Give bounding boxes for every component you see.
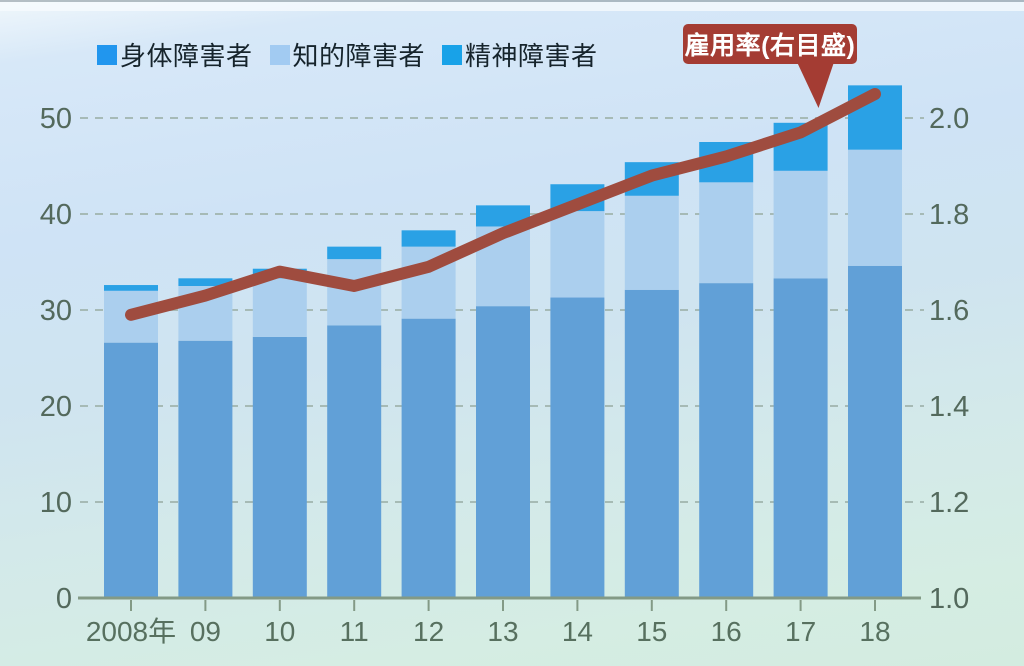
bar-segment: [178, 340, 233, 598]
x-axis-category-label: 15: [636, 616, 667, 647]
bar-segment: [178, 278, 233, 286]
bar-segment: [848, 149, 902, 266]
bar-segment: [476, 205, 530, 227]
bar-segment: [327, 259, 382, 326]
bar-segment: [327, 325, 382, 598]
bar-segment: [252, 336, 307, 598]
legend-swatch-physical-icon: [97, 44, 117, 65]
bar-segment: [624, 195, 679, 290]
bar-segment: [327, 246, 382, 260]
legend-label-physical: 身体障害者: [120, 41, 253, 71]
x-axis-category-label: 12: [413, 616, 444, 647]
bar-segment: [476, 306, 530, 598]
photo-edge-light: [0, 2, 1024, 11]
photo-edge-dark: [0, 0, 1024, 2]
x-axis-category-label: 18: [859, 616, 890, 647]
bar-segment: [104, 285, 158, 291]
bar-segment: [773, 170, 828, 279]
rate-callout: 雇用率(右目盛): [683, 24, 857, 64]
x-axis-category-label: 09: [190, 616, 221, 647]
legend-item-physical: 身体障害者: [97, 36, 253, 73]
left-axis-tick-label: 10: [40, 487, 72, 519]
right-axis-tick-label: 1.2: [929, 487, 969, 519]
left-axis-tick-label: 40: [40, 199, 72, 231]
legend-item-mental: 精神障害者: [442, 36, 598, 73]
bar-segment: [401, 318, 456, 598]
x-axis-category-label: 17: [785, 616, 816, 647]
x-axis-category-label: 2008年: [86, 616, 176, 647]
right-axis-tick-label: 1.4: [929, 391, 969, 423]
bar-segment: [848, 265, 902, 598]
x-axis-category-label: 11: [340, 616, 369, 647]
bar-segment: [773, 278, 828, 598]
bar-segment: [104, 342, 158, 598]
legend-swatch-mental-icon: [442, 44, 463, 65]
bar-segment: [699, 182, 754, 284]
rate-callout-label: 雇用率(右目盛): [684, 32, 856, 60]
legend-swatch-intellectual-icon: [269, 44, 290, 65]
legend-item-intellectual: 知的障害者: [269, 36, 426, 73]
left-axis-tick-label: 20: [40, 391, 72, 423]
bar-segment: [252, 278, 307, 337]
bar-segment: [401, 230, 456, 247]
right-axis-tick-label: 2.0: [929, 103, 969, 135]
bar-segment: [624, 289, 679, 598]
bar-segment: [550, 297, 605, 598]
right-axis-tick-label: 1.6: [929, 295, 969, 327]
x-axis-category-label: 13: [487, 616, 518, 647]
right-axis-tick-label: 1.8: [929, 199, 969, 231]
x-axis-category-label: 16: [711, 616, 742, 647]
left-axis-tick-label: 50: [40, 103, 72, 135]
legend: 身体障害者 知的障害者 精神障害者: [97, 36, 598, 73]
legend-label-mental: 精神障害者: [465, 41, 598, 71]
x-axis-category-label: 10: [264, 616, 295, 647]
bar-segment: [550, 211, 605, 298]
left-axis-tick-label: 30: [40, 295, 72, 327]
legend-label-intellectual: 知的障害者: [292, 41, 426, 71]
x-axis-category-label: 14: [562, 616, 593, 647]
right-axis-tick-label: 1.0: [929, 583, 969, 615]
bar-segment: [699, 283, 754, 598]
employment-rate-line: [125, 88, 881, 321]
left-axis-tick-label: 0: [56, 583, 72, 615]
